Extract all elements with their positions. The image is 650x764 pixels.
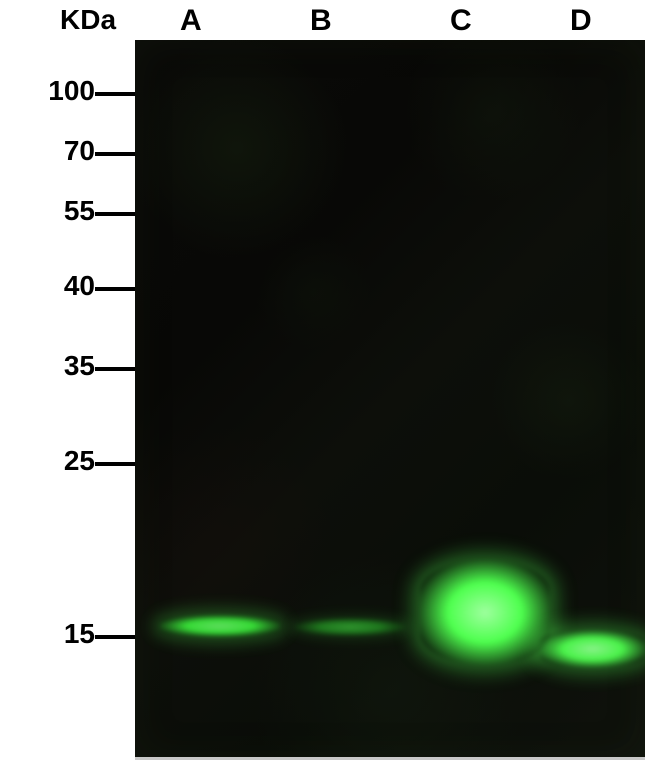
band-lane-d [540, 630, 645, 668]
marker-tick-55 [95, 212, 135, 216]
lane-label-b: B [310, 4, 332, 38]
lane-label-a: A [180, 4, 202, 38]
marker-tick-100 [95, 92, 135, 96]
bottom-border [135, 757, 645, 760]
marker-tick-25 [95, 462, 135, 466]
marker-tick-40 [95, 287, 135, 291]
marker-label-25: 25 [64, 445, 95, 477]
marker-label-35: 35 [64, 350, 95, 382]
marker-tick-70 [95, 152, 135, 156]
marker-label-40: 40 [64, 270, 95, 302]
marker-tick-15 [95, 635, 135, 639]
marker-label-70: 70 [64, 135, 95, 167]
band-lane-a [160, 615, 280, 637]
marker-label-55: 55 [64, 195, 95, 227]
marker-tick-35 [95, 367, 135, 371]
band-lane-b [295, 618, 405, 636]
marker-label-100: 100 [48, 75, 95, 107]
lane-label-c: C [450, 4, 472, 38]
blot-membrane [135, 40, 645, 760]
marker-label-15: 15 [64, 618, 95, 650]
unit-label: KDa [60, 4, 116, 36]
band-lane-c [420, 560, 550, 665]
lane-label-d: D [570, 4, 592, 38]
